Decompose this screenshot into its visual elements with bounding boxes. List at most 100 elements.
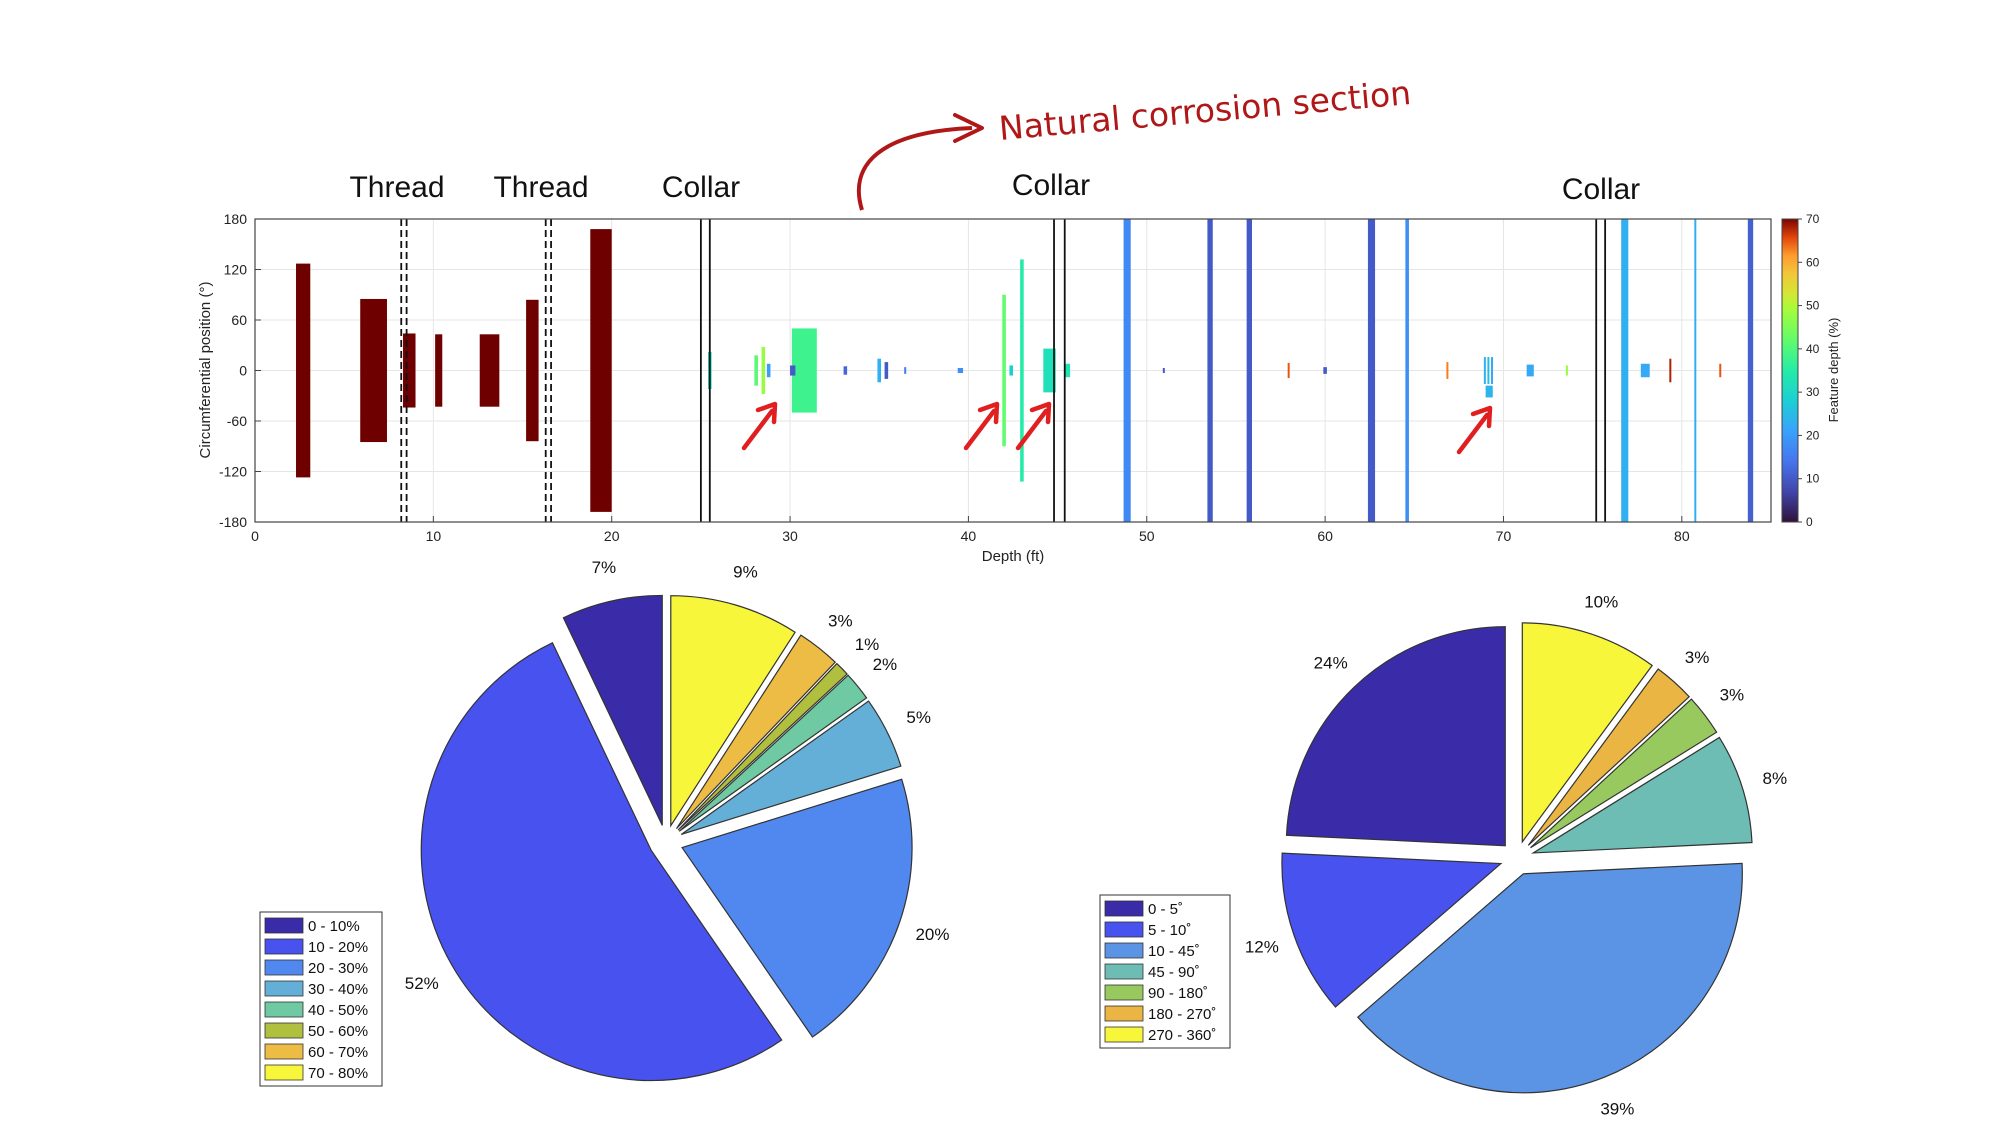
- colorbar-label: Feature depth (%): [1826, 318, 1841, 423]
- corrosion-feature: [479, 334, 500, 407]
- feature-depth-colorbar: 0 10 20 30 40 50 60 70 Feature depth (%): [1781, 212, 1841, 529]
- pie-slice: [1285, 626, 1506, 847]
- x-tick-label: 10: [426, 528, 442, 544]
- corrosion-feature: [1485, 385, 1493, 398]
- corrosion-feature: [1009, 365, 1013, 376]
- corrosion-feature: [1002, 294, 1006, 447]
- pie-slice-label: 9%: [733, 562, 758, 581]
- x-tick-label: 20: [604, 528, 620, 544]
- x-tick-label: 30: [782, 528, 798, 544]
- pie-slice: [1281, 852, 1503, 1008]
- corrosion-feature: [754, 355, 758, 386]
- feature-depth-pie-legend: 0 - 10% 10 - 20% 20 - 30% 30 - 40% 40 - 50% 5…: [259, 911, 383, 1087]
- y-tick-label: 0: [239, 363, 247, 379]
- pie-slice: [1521, 622, 1653, 844]
- pie-slice: [1356, 862, 1743, 1094]
- legend-entry: 45 - 90˚: [1148, 964, 1200, 981]
- legend-swatch: [1104, 1026, 1144, 1043]
- pie-slice: [1530, 736, 1753, 854]
- legend-swatch: [264, 1022, 304, 1039]
- legend-entry: 70 - 80%: [308, 1065, 368, 1082]
- feature-map-features: [296, 219, 1754, 522]
- corrosion-feature: [957, 367, 964, 374]
- angular-extent-pie-chart: 24% 12% 39% 8% 3% 3% 10%: [1245, 592, 1787, 1118]
- y-tick-label: 180: [224, 211, 248, 227]
- legend-entry: 20 - 30%: [308, 960, 368, 977]
- y-tick-label: 60: [231, 312, 247, 328]
- legend-entry: 180 - 270˚: [1148, 1006, 1216, 1023]
- corrosion-feature: [1640, 363, 1650, 378]
- legend-swatch: [264, 980, 304, 997]
- corrosion-feature: [1020, 259, 1024, 482]
- pie-slice-label: 3%: [1685, 648, 1710, 667]
- feature-map-x-ticks: 0 10 20 30 40 50 60 70 80: [251, 516, 1690, 544]
- legend-entry: 0 - 5˚: [1148, 901, 1183, 918]
- pie-slice-label: 24%: [1314, 654, 1348, 673]
- natural-corrosion-label: Natural corrosion section: [997, 73, 1412, 148]
- legend-swatch: [264, 1064, 304, 1081]
- corrosion-feature: [1446, 362, 1449, 379]
- corrosion-feature: [1367, 219, 1376, 522]
- corrosion-feature: [1123, 219, 1131, 522]
- pie-slice-label: 1%: [855, 635, 880, 654]
- corrosion-feature: [1043, 348, 1056, 393]
- feature-map-y-ticks: -180 -120 -60 0 60 120 180: [219, 211, 261, 530]
- pie-slice: [1527, 668, 1691, 846]
- corrosion-feature: [1565, 365, 1568, 376]
- corrosion-feature: [1064, 363, 1071, 378]
- colorbar-tick-label: 50: [1806, 299, 1820, 313]
- corrosion-feature: [1162, 367, 1165, 374]
- corrosion-feature: [296, 263, 311, 478]
- x-tick-label: 0: [251, 528, 259, 544]
- x-tick-label: 60: [1317, 528, 1333, 544]
- legend-entry: 270 - 360˚: [1148, 1027, 1216, 1044]
- corrosion-feature: [1487, 357, 1490, 384]
- pie-slice: [670, 595, 796, 828]
- pie-slice-label: 5%: [906, 708, 931, 727]
- corrosion-feature: [435, 334, 443, 407]
- legend-swatch: [1104, 984, 1144, 1001]
- legend-entry: 10 - 20%: [308, 939, 368, 956]
- corrosion-feature: [1287, 362, 1290, 379]
- corrosion-feature: [1490, 357, 1493, 384]
- thread-label-1: Thread: [349, 171, 444, 204]
- pie-slice: [678, 674, 868, 832]
- legend-entry: 30 - 40%: [308, 981, 368, 998]
- corrosion-feature: [1747, 219, 1754, 522]
- feature-map-x-axis-label: Depth (ft): [982, 548, 1045, 565]
- natural-corrosion-annotation: Natural corrosion section: [856, 73, 1412, 211]
- pie-slice-label: 10%: [1584, 592, 1618, 611]
- colorbar-tick-label: 60: [1806, 255, 1820, 269]
- pie-slice: [562, 594, 663, 826]
- corrosion-feature: [843, 366, 848, 375]
- corrosion-feature: [1694, 219, 1697, 522]
- corrosion-feature: [526, 299, 539, 442]
- corrosion-feature: [884, 362, 889, 379]
- legend-swatch: [264, 917, 304, 934]
- pie-slice-label: 2%: [873, 655, 898, 674]
- pie-slice: [1530, 698, 1718, 849]
- red-arrow-icon: [963, 401, 1000, 451]
- colorbar-ticks: 0 10 20 30 40 50 60 70: [1798, 212, 1820, 529]
- thread-label-2: Thread: [493, 171, 588, 204]
- x-tick-label: 50: [1139, 528, 1155, 544]
- pie-slice-label: 8%: [1763, 769, 1788, 788]
- legend-entry: 10 - 45˚: [1148, 943, 1200, 960]
- colorbar-tick-label: 30: [1806, 385, 1820, 399]
- legend-swatch: [264, 1043, 304, 1060]
- legend-swatch: [1104, 900, 1144, 917]
- corrosion-feature: [1526, 364, 1534, 377]
- red-pointer-arrows: [741, 401, 1493, 455]
- corrosion-feature: [360, 298, 387, 443]
- corrosion-feature: [1483, 357, 1486, 384]
- colorbar-tick-label: 0: [1806, 515, 1813, 529]
- legend-entry: 60 - 70%: [308, 1044, 368, 1061]
- colorbar-tick-label: 40: [1806, 342, 1820, 356]
- legend-swatch: [264, 938, 304, 955]
- colorbar-tick-label: 10: [1806, 472, 1820, 486]
- corrosion-feature: [766, 363, 771, 378]
- corrosion-feature: [1207, 219, 1213, 522]
- red-arrow-icon: [741, 401, 778, 451]
- pie-slice-label: 52%: [405, 974, 439, 993]
